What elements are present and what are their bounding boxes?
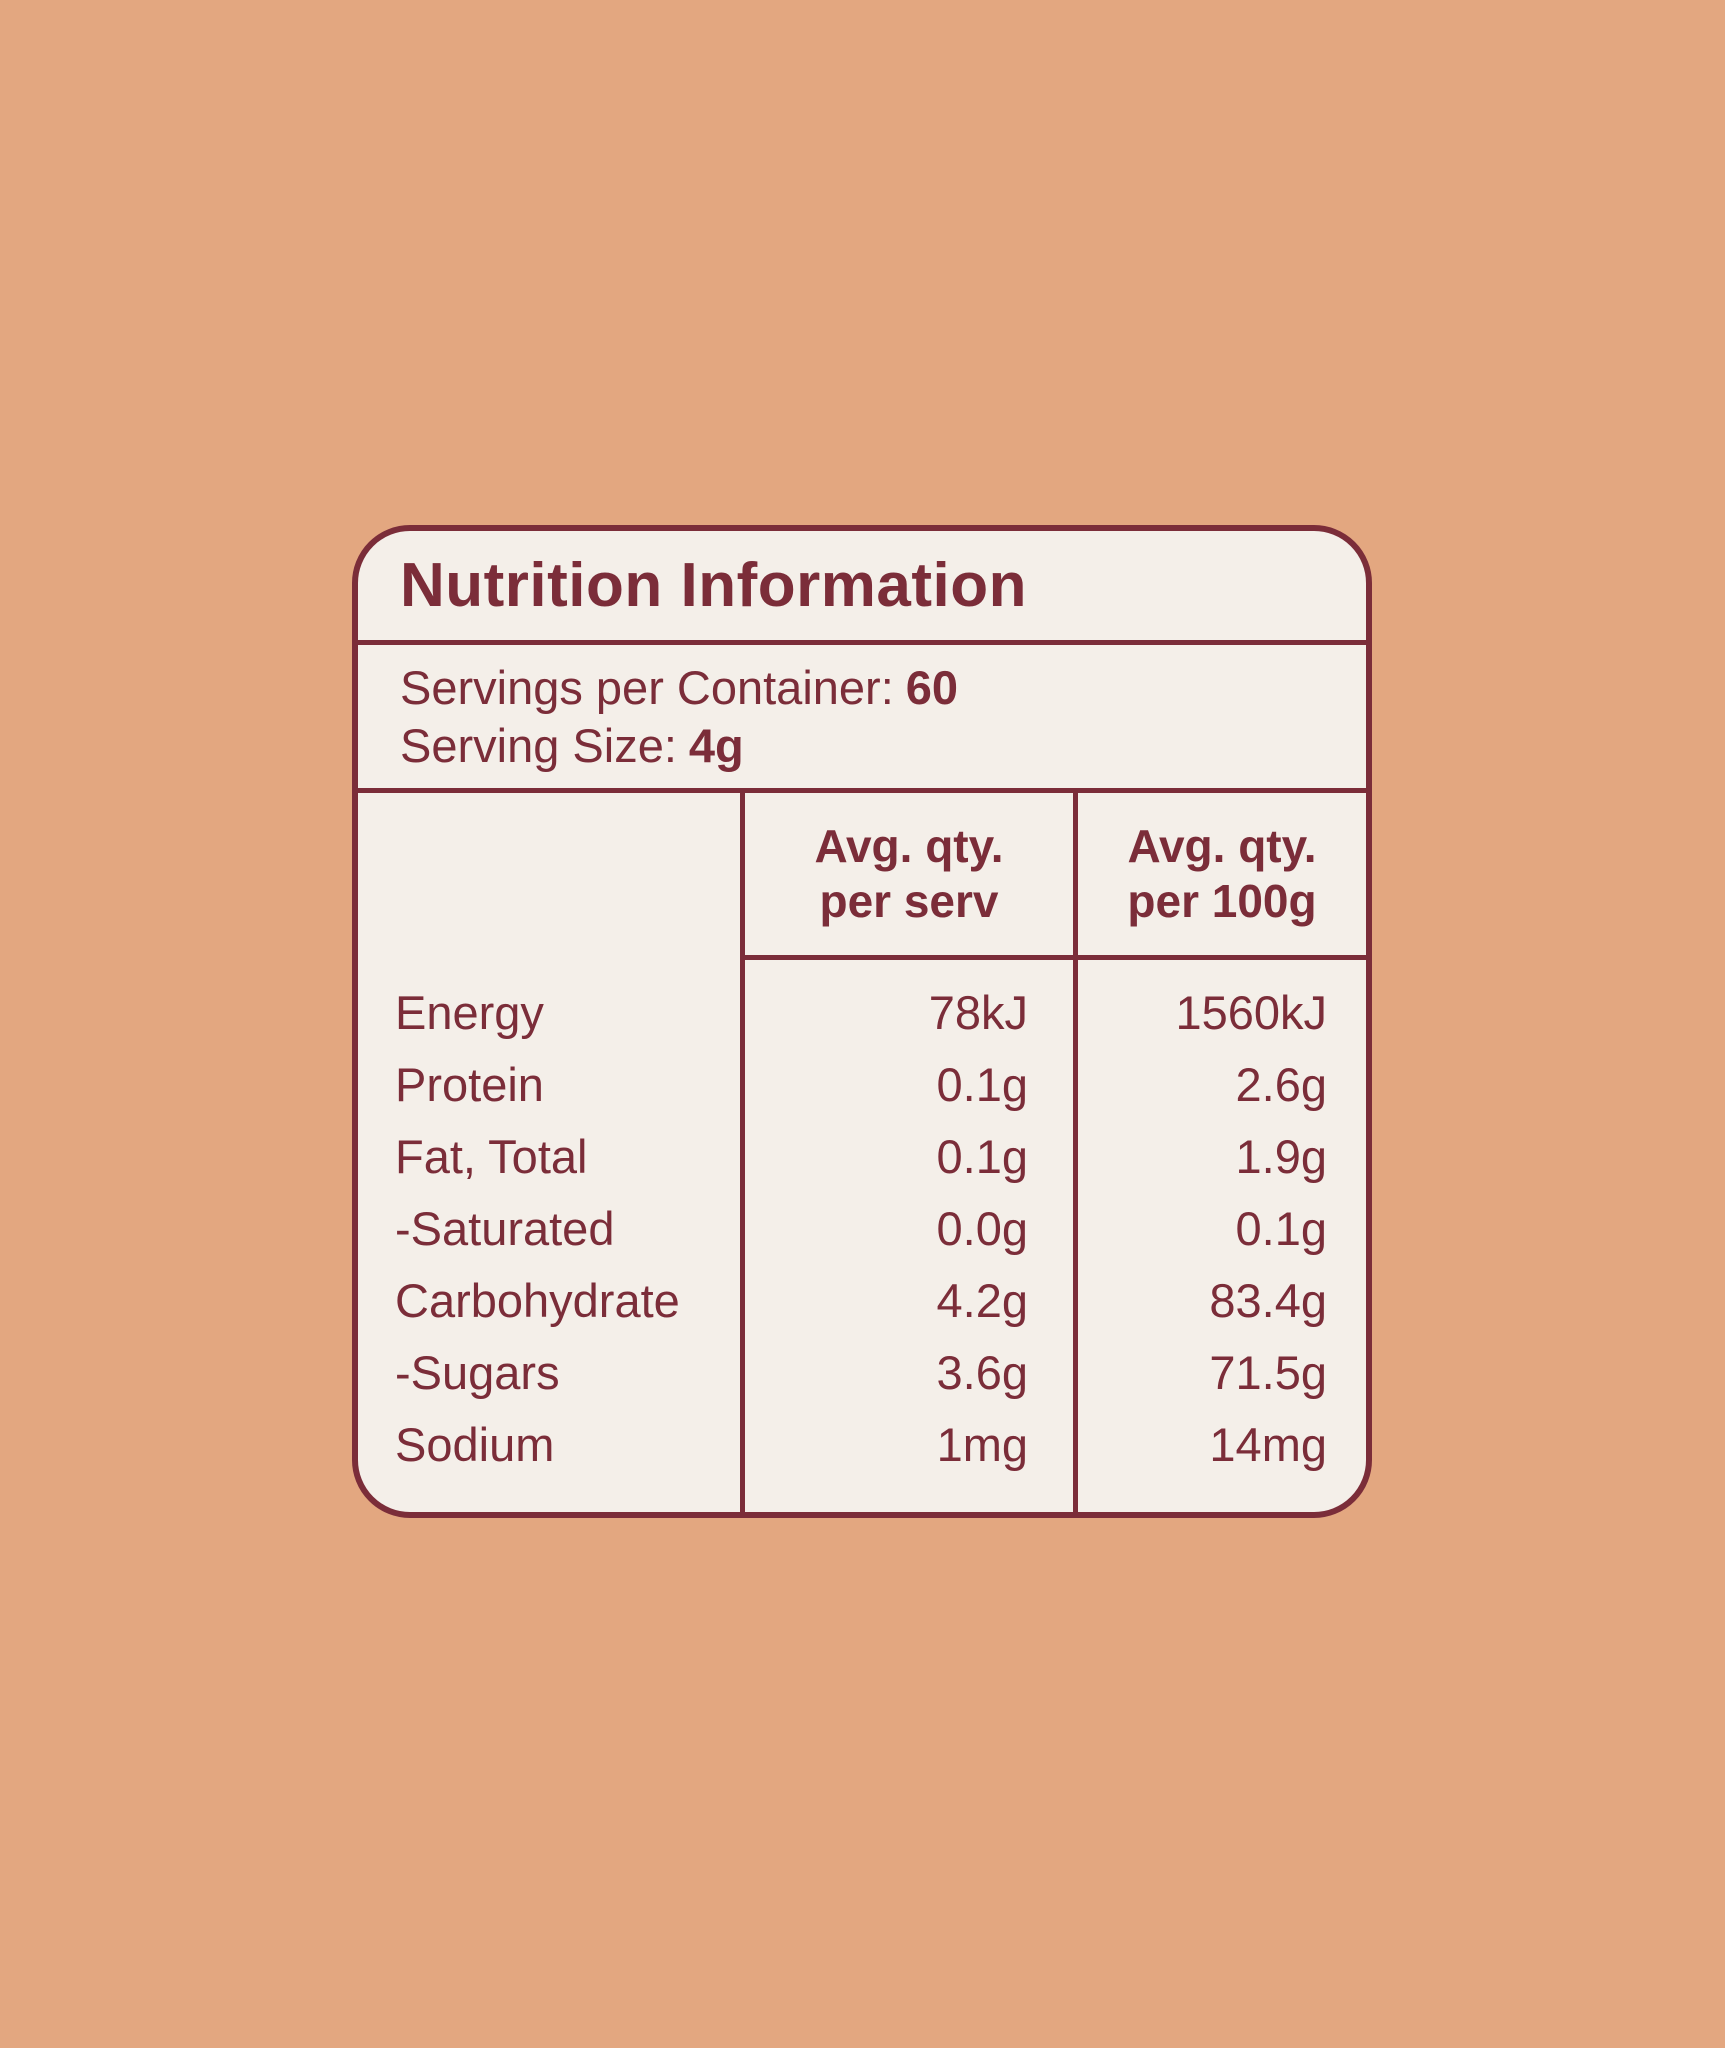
servings-per-container-label: Servings per Container: — [400, 660, 894, 714]
column-header-per-100g-line1: Avg. qty. — [1127, 820, 1317, 872]
column-header-per-serv-line2: per serv — [819, 875, 999, 927]
value-per-serving: 0.0g — [936, 1201, 1028, 1255]
table-row: Sodium 1mg 14mg — [358, 1408, 1366, 1480]
column-header-per-serv-line1: Avg. qty. — [814, 820, 1004, 872]
page-title: Nutrition Information — [400, 551, 1027, 620]
value-per-100g: 83.4g — [1209, 1273, 1327, 1327]
value-per-serving: 3.6g — [936, 1345, 1028, 1399]
serving-size-label: Serving Size: — [400, 718, 677, 772]
nutrition-label-panel: Nutrition Information Servings per Conta… — [352, 525, 1372, 1518]
nutrient-name: Sodium — [395, 1417, 555, 1471]
table-row: Carbohydrate 4.2g 83.4g — [358, 1264, 1366, 1336]
table-row: Energy 78kJ 1560kJ — [358, 976, 1366, 1048]
table-row: Fat, Total 0.1g 1.9g — [358, 1120, 1366, 1192]
table-body: Energy 78kJ 1560kJ Protein 0.1g 2.6g Fat… — [358, 976, 1366, 1480]
value-per-serving: 1mg — [936, 1417, 1028, 1471]
table-row: -Sugars 3.6g 71.5g — [358, 1336, 1366, 1408]
servings-per-container-value: 60 — [905, 660, 959, 714]
nutrient-name: Energy — [395, 985, 544, 1039]
table-row: -Saturated 0.0g 0.1g — [358, 1192, 1366, 1264]
value-per-100g: 0.1g — [1235, 1201, 1327, 1255]
nutrient-name: Fat, Total — [395, 1129, 588, 1183]
table-row: Protein 0.1g 2.6g — [358, 1048, 1366, 1120]
nutrient-name: Protein — [395, 1057, 544, 1111]
serving-size-value: 4g — [688, 718, 744, 772]
value-per-100g: 71.5g — [1209, 1345, 1327, 1399]
servings-section: Servings per Container: 60 Serving Size: 4… — [358, 645, 1366, 793]
value-per-100g: 1.9g — [1235, 1129, 1327, 1183]
value-per-serving: 78kJ — [928, 985, 1028, 1039]
value-per-serving: 0.1g — [936, 1129, 1028, 1183]
column-divider-1 — [740, 793, 745, 1512]
column-header-per-100g-line2: per 100g — [1127, 875, 1317, 927]
servings-per-container-line: Servings per Container: 60 — [400, 659, 1366, 717]
column-header-per-100g: Avg. qty. per 100g — [1078, 793, 1366, 955]
value-per-100g: 2.6g — [1235, 1057, 1327, 1111]
value-per-serving: 4.2g — [936, 1273, 1028, 1327]
value-per-serving: 0.1g — [936, 1057, 1028, 1111]
value-per-100g: 14mg — [1209, 1417, 1327, 1471]
header-divider-line — [740, 955, 1366, 960]
nutrition-table: Avg. qty. per serv Avg. qty. per 100g En… — [358, 793, 1366, 1512]
serving-size-line: Serving Size: 4g — [400, 717, 1366, 775]
nutrient-name: -Sugars — [395, 1345, 560, 1399]
column-divider-2 — [1073, 793, 1078, 1512]
title-section: Nutrition Information — [358, 531, 1366, 645]
nutrient-name: -Saturated — [395, 1201, 615, 1255]
nutrient-name: Carbohydrate — [395, 1273, 680, 1327]
value-per-100g: 1560kJ — [1175, 985, 1327, 1039]
column-header-per-serv: Avg. qty. per serv — [745, 793, 1073, 955]
